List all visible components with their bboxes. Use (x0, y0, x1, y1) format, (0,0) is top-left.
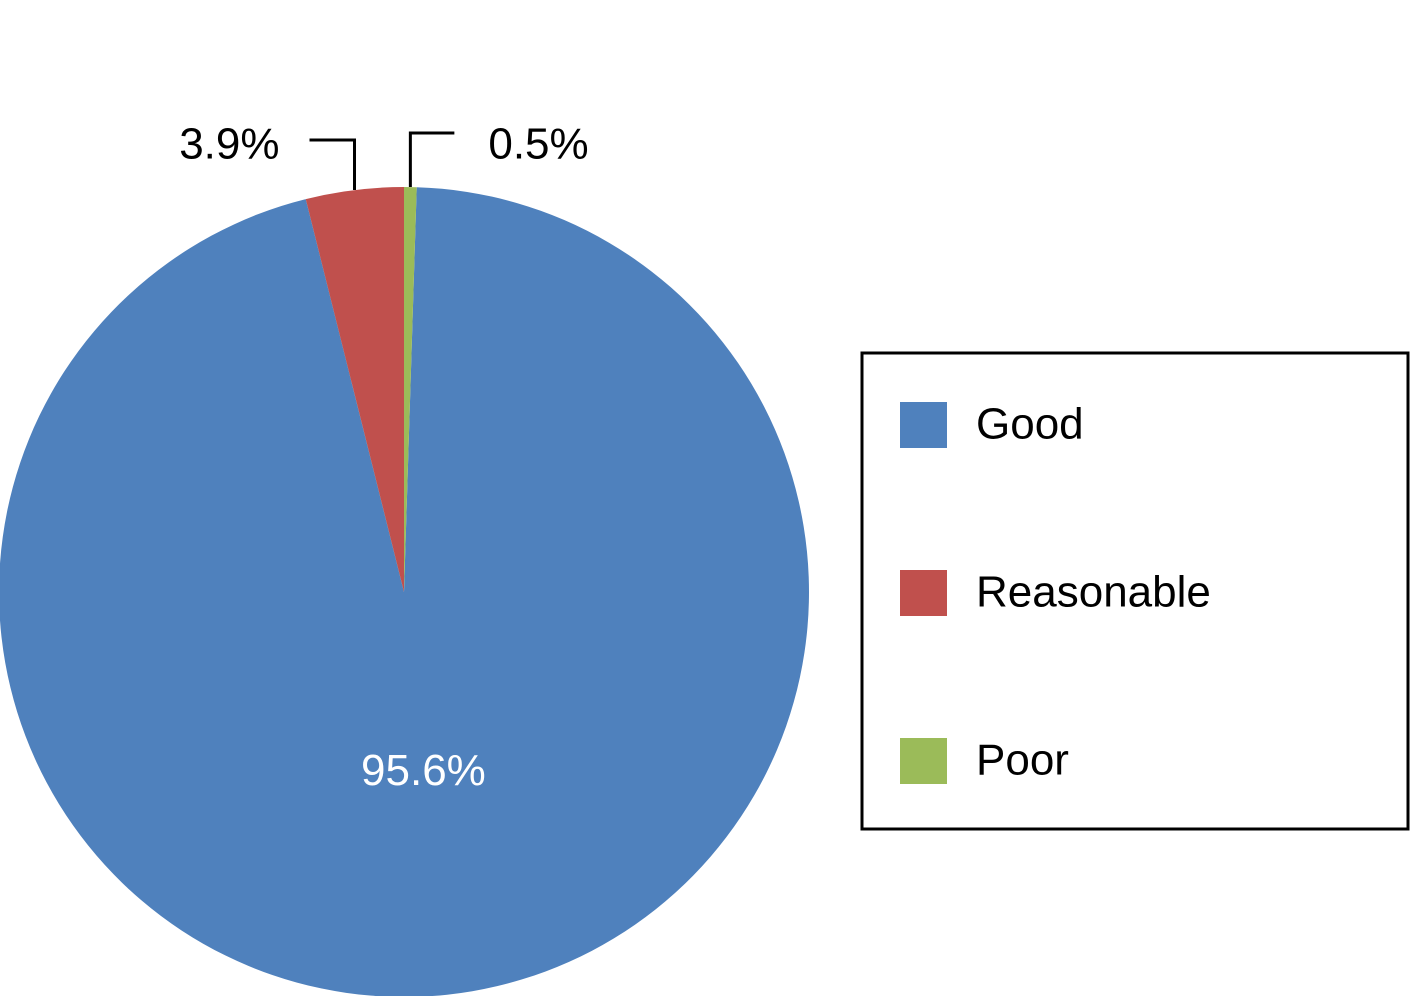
legend-swatch (900, 402, 947, 448)
pie-slice (305, 187, 404, 592)
pie-slice (0, 187, 809, 997)
data-label: 3.9% (179, 120, 279, 169)
data-label: 95.6% (361, 746, 486, 795)
legend-label: Reasonable (976, 568, 1211, 617)
leader-line (408, 131, 455, 188)
pie-slice (404, 187, 417, 592)
data-label: 0.5% (488, 120, 588, 169)
legend-label: Good (976, 400, 1084, 449)
legend-swatch (900, 738, 947, 784)
legend-box (860, 351, 1410, 831)
legend-swatch (900, 570, 947, 616)
leader-line (309, 138, 357, 191)
legend-label: Poor (976, 736, 1069, 785)
